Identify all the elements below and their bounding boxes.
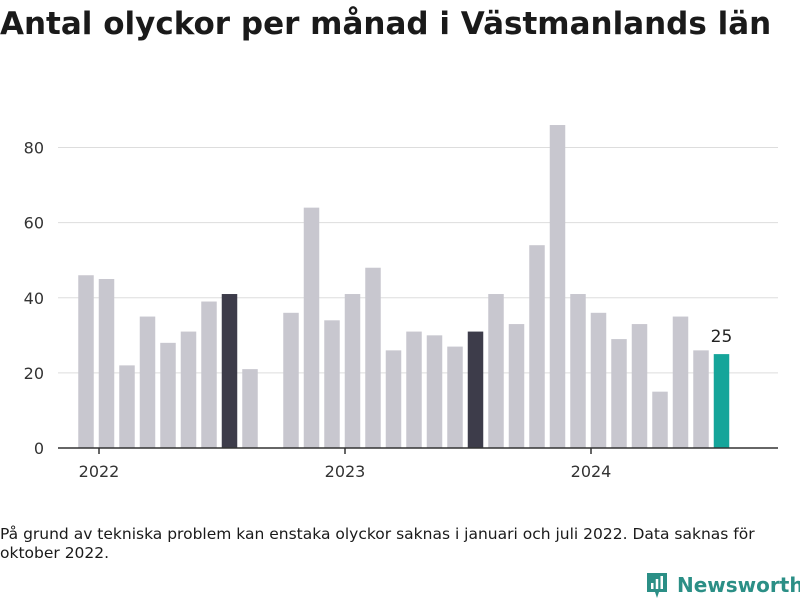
bar-2024-07 (693, 350, 709, 448)
bar-2023-09 (488, 294, 504, 448)
y-tick-label: 20 (24, 364, 44, 383)
bar-2022-11 (283, 312, 299, 448)
brand-name: Newsworthy (677, 573, 800, 597)
y-tick-label: 40 (24, 289, 44, 308)
bar-2024-08 (713, 354, 730, 448)
chart-title: Antal olyckor per månad i Västmanlands l… (0, 6, 772, 42)
bar-2023-06 (426, 335, 443, 448)
bar-2022-01 (78, 275, 94, 448)
y-tick-label: 0 (34, 439, 44, 458)
bar-2022-06 (180, 331, 197, 448)
x-tick-label: 2024 (571, 462, 612, 481)
bar-2023-07 (447, 346, 463, 448)
bar-2022-08 (221, 294, 238, 448)
newsworthy-logo-icon (647, 572, 667, 598)
bar-2023-01 (324, 320, 340, 448)
bar-2023-10 (508, 324, 525, 448)
bar-2023-12 (549, 125, 566, 449)
bar-2024-03 (611, 339, 627, 448)
bar-2023-05 (406, 331, 422, 448)
bar-chart: 0 20 40 60 80 2022 2023 2024 25 (24, 125, 778, 481)
axes: 0 20 40 60 80 2022 2023 2024 (24, 139, 778, 481)
footnote: På grund av tekniska problem kan enstaka… (0, 525, 755, 562)
data-label-latest: 25 (711, 327, 733, 347)
bar-2022-07 (201, 301, 217, 448)
bar-2023-11 (529, 245, 545, 448)
bar-2023-02 (344, 294, 361, 448)
bar-2024-02 (590, 312, 607, 448)
bar-2022-09 (242, 369, 258, 448)
bar-2022-02 (98, 279, 115, 448)
bar-2022-12 (303, 207, 320, 448)
bar-2024-04 (631, 324, 648, 448)
bar-2024-01 (570, 294, 586, 448)
x-tick-label: 2023 (325, 462, 366, 481)
bar-2024-06 (672, 316, 689, 448)
bar-2022-04 (139, 316, 156, 448)
bar-2023-08 (467, 331, 484, 448)
bars (78, 125, 730, 449)
y-tick-label: 60 (24, 214, 44, 233)
x-tick-label: 2022 (79, 462, 120, 481)
bar-2022-03 (119, 365, 135, 448)
bar-2023-04 (385, 350, 402, 448)
y-tick-label: 80 (24, 139, 44, 158)
bar-2023-03 (365, 267, 381, 448)
brand-logo: Newsworthy (645, 570, 800, 600)
bar-2024-05 (652, 391, 668, 448)
gridlines (58, 147, 778, 374)
bar-2022-05 (160, 342, 176, 448)
data-labels: 25 (711, 327, 733, 347)
